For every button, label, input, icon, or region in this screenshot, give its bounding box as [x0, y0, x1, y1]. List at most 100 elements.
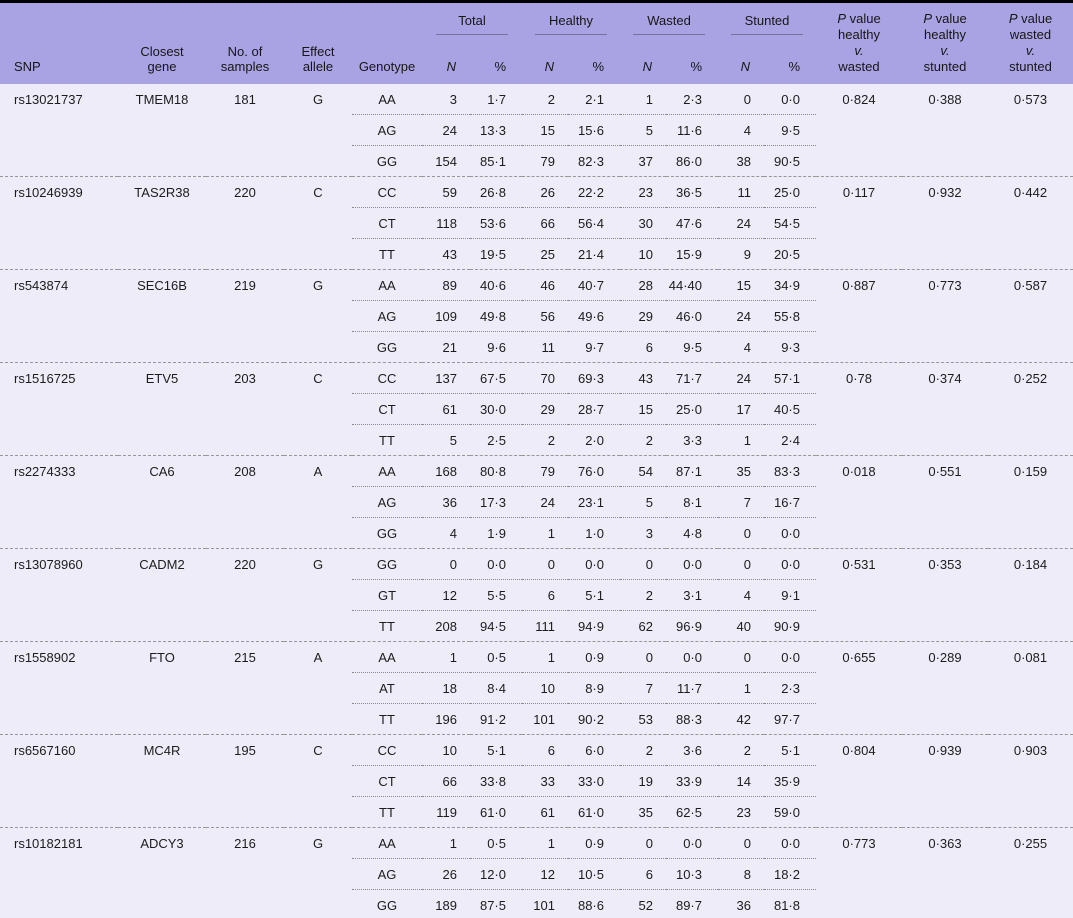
- cell-genotype: TT: [352, 610, 422, 642]
- cell-wasted-pct: 96·9: [666, 610, 718, 642]
- genotype-row: AG 109 49·8 56 49·6 29 46·0 24 55·8: [0, 300, 1073, 332]
- p-comparison-bottom: stunted: [1009, 59, 1052, 74]
- cell-p-healthy-wasted: 0·804: [816, 734, 902, 828]
- cell-p-wasted-stunted: 0·573: [988, 84, 1073, 177]
- snp-block: rs6567160 MC4R 195 C CC 10 5·1 6 6·0 2 3·6 2 5·1 0·80…: [0, 734, 1073, 828]
- genotype-row: CT 118 53·6 66 56·4 30 47·6 24 54·5: [0, 207, 1073, 239]
- col-header-wasted-pct: %: [666, 49, 718, 84]
- cell-wasted-n: 43: [620, 362, 666, 394]
- cell-snp: rs1558902: [0, 641, 118, 735]
- cell-healthy-pct: 2·1: [568, 84, 620, 115]
- p-word: value: [935, 11, 967, 26]
- cell-healthy-pct: 0·9: [568, 641, 620, 673]
- cell-snp: rs13078960: [0, 548, 118, 642]
- cell-wasted-n: 1: [620, 84, 666, 115]
- cell-samples: 215: [206, 641, 284, 735]
- cell-wasted-n: 2: [620, 424, 666, 456]
- cell-wasted-pct: 86·0: [666, 145, 718, 177]
- cell-wasted-n: 53: [620, 703, 666, 735]
- cell-wasted-n: 19: [620, 765, 666, 797]
- cell-stunted-n: 0: [718, 84, 764, 115]
- cell-gene: SEC16B: [118, 269, 206, 363]
- cell-wasted-n: 0: [620, 641, 666, 673]
- cell-snp: rs1516725: [0, 362, 118, 456]
- cell-p-healthy-wasted: 0·117: [816, 176, 902, 270]
- cell-wasted-n: 29: [620, 300, 666, 332]
- col-header-genotype: Genotype: [352, 1, 422, 84]
- cell-p-healthy-stunted: 0·551: [902, 455, 988, 549]
- cell-healthy-pct: 28·7: [568, 393, 620, 425]
- cell-wasted-n: 0: [620, 548, 666, 580]
- cell-healthy-n: 6: [522, 579, 568, 611]
- cell-wasted-n: 62: [620, 610, 666, 642]
- cell-total-pct: 26·8: [470, 176, 522, 208]
- col-header-healthy-n: N: [522, 49, 568, 84]
- cell-wasted-n: 2: [620, 734, 666, 766]
- cell-wasted-pct: 47·6: [666, 207, 718, 239]
- cell-wasted-pct: 9·5: [666, 331, 718, 363]
- cell-samples: 208: [206, 455, 284, 549]
- p-comparison-top: wasted: [1009, 27, 1052, 42]
- col-header-effect-allele: Effect allele: [284, 1, 352, 84]
- cell-p-healthy-wasted: 0·018: [816, 455, 902, 549]
- group-header-healthy-label: Healthy: [535, 13, 607, 35]
- cell-stunted-pct: 9·5: [764, 114, 816, 146]
- cell-snp: rs543874: [0, 269, 118, 363]
- cell-total-n: 196: [422, 703, 470, 735]
- cell-genotype: GG: [352, 331, 422, 363]
- cell-wasted-n: 5: [620, 486, 666, 518]
- genotype-row: CT 61 30·0 29 28·7 15 25·0 17 40·5: [0, 393, 1073, 425]
- cell-total-pct: 13·3: [470, 114, 522, 146]
- col-header-no-of-samples: No. of samples: [206, 1, 284, 84]
- cell-stunted-pct: 9·1: [764, 579, 816, 611]
- header-row-subcolumns: N % N % N % N %: [0, 49, 1073, 84]
- cell-p-healthy-stunted: 0·374: [902, 362, 988, 456]
- cell-healthy-pct: 56·4: [568, 207, 620, 239]
- cell-total-n: 66: [422, 765, 470, 797]
- cell-total-pct: 0·0: [470, 548, 522, 580]
- cell-wasted-n: 6: [620, 331, 666, 363]
- cell-p-healthy-wasted: 0·824: [816, 84, 902, 177]
- genotype-row: AG 26 12·0 12 10·5 6 10·3 8 18·2: [0, 858, 1073, 890]
- cell-gene: FTO: [118, 641, 206, 735]
- cell-total-pct: 2·5: [470, 424, 522, 456]
- cell-healthy-pct: 49·6: [568, 300, 620, 332]
- genotype-row: rs2274333 CA6 208 A AA 168 80·8 79 76·0 54 87·1 35 8…: [0, 455, 1073, 549]
- cell-wasted-pct: 10·3: [666, 858, 718, 890]
- cell-samples: 219: [206, 269, 284, 363]
- cell-wasted-pct: 33·9: [666, 765, 718, 797]
- group-header-healthy: Healthy: [522, 1, 620, 50]
- cell-total-n: 0: [422, 548, 470, 580]
- cell-total-pct: 0·5: [470, 641, 522, 673]
- p-vs: v.: [854, 43, 864, 58]
- col-header-p-wasted-stunted: P value wasted v. stunted: [988, 1, 1073, 84]
- cell-samples: 203: [206, 362, 284, 456]
- cell-wasted-pct: 2·3: [666, 84, 718, 115]
- p-vs: v.: [1025, 43, 1036, 58]
- cell-wasted-pct: 44·40: [666, 269, 718, 301]
- cell-healthy-n: 11: [522, 331, 568, 363]
- cell-healthy-pct: 61·0: [568, 796, 620, 828]
- cell-genotype: GG: [352, 889, 422, 918]
- cell-allele: A: [284, 641, 352, 735]
- p-symbol: P: [923, 11, 932, 26]
- p-comparison-top: healthy: [838, 27, 880, 42]
- genotype-row: rs1516725 ETV5 203 C CC 137 67·5 70 69·3 43 71·7 24…: [0, 362, 1073, 456]
- genotype-row: TT 43 19·5 25 21·4 10 15·9 9 20·5: [0, 238, 1073, 270]
- col-header-p-healthy-wasted: P value healthy v. wasted: [816, 1, 902, 84]
- col-header-snp: SNP: [0, 1, 118, 84]
- cell-total-n: 168: [422, 455, 470, 487]
- cell-total-n: 43: [422, 238, 470, 270]
- genotype-row: AG 24 13·3 15 15·6 5 11·6 4 9·5: [0, 114, 1073, 146]
- cell-snp: rs13021737: [0, 84, 118, 177]
- cell-genotype: TT: [352, 424, 422, 456]
- snp-block: rs2274333 CA6 208 A AA 168 80·8 79 76·0 54 87·1 35 8…: [0, 455, 1073, 549]
- genotype-row: GG 21 9·6 11 9·7 6 9·5 4 9·3: [0, 331, 1073, 363]
- cell-gene: TAS2R38: [118, 176, 206, 270]
- col-header-stunted-pct: %: [764, 49, 816, 84]
- cell-total-n: 1: [422, 641, 470, 673]
- cell-p-healthy-wasted: 0·773: [816, 827, 902, 918]
- cell-allele: G: [284, 827, 352, 918]
- cell-stunted-n: 24: [718, 300, 764, 332]
